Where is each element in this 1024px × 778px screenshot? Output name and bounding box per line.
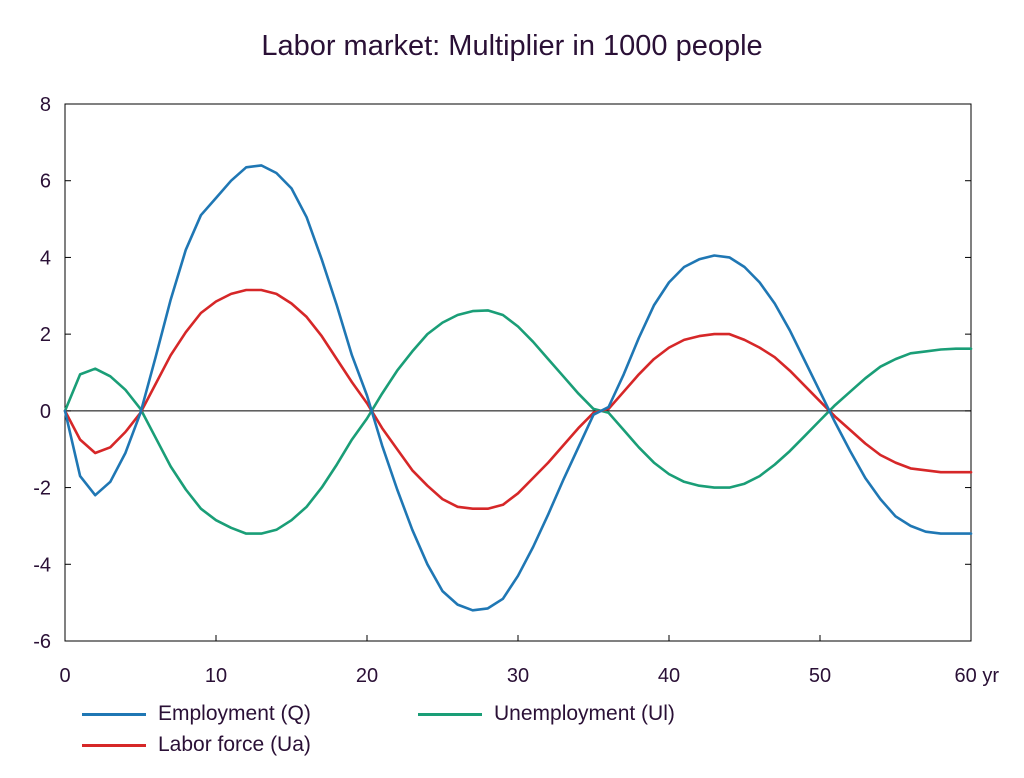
x-tick-label: 30	[507, 665, 529, 687]
y-tick-label: 2	[40, 324, 51, 346]
legend-item-labor-force: Labor force (Ua)	[82, 733, 311, 757]
series-line-labor	[63, 288, 973, 511]
plot-frame	[64, 103, 972, 642]
y-tick-label: -6	[33, 631, 51, 653]
axis-tick-labels: -6 -4 -2 0 2 4 6 8 0 10 20 30 40 50 60 yr	[33, 94, 999, 687]
legend-label-labor-force: Labor force (Ua)	[158, 733, 311, 756]
y-tick-label: -4	[33, 554, 51, 576]
y-tick-label: 4	[40, 247, 51, 269]
legend-swatch-unemployment	[418, 712, 482, 716]
series-line-employment	[63, 164, 973, 612]
x-tick-label: 40	[658, 665, 680, 687]
line-chart: -6 -4 -2 0 2 4 6 8 0 10 20 30 40 50 60 yr	[33, 94, 999, 687]
x-tick-label: 20	[356, 665, 378, 687]
axis-ticks	[64, 103, 972, 642]
y-tick-label: 6	[40, 171, 51, 193]
legend-label-unemployment: Unemployment (Ul)	[494, 702, 675, 725]
x-tick-label: 0	[59, 665, 70, 687]
chart-title: Labor market: Multiplier in 1000 people	[261, 30, 763, 62]
x-tick-label: 50	[809, 665, 831, 687]
series-line-unemployment	[63, 309, 973, 535]
legend-item-unemployment: Unemployment (Ul)	[418, 702, 675, 726]
legend-swatch-employment	[82, 712, 146, 716]
y-tick-label: -2	[33, 478, 51, 500]
x-tick-label: 60 yr	[955, 665, 1000, 687]
y-tick-label: 8	[40, 94, 51, 116]
legend-label-employment: Employment (Q)	[158, 702, 311, 725]
y-tick-label: 0	[40, 401, 51, 423]
legend: Employment (Q) Unemployment (Ul) Labor f…	[82, 700, 942, 770]
series-lines	[63, 164, 973, 612]
legend-swatch-labor-force	[82, 743, 146, 747]
legend-item-employment: Employment (Q)	[82, 702, 311, 726]
x-tick-label: 10	[205, 665, 227, 687]
